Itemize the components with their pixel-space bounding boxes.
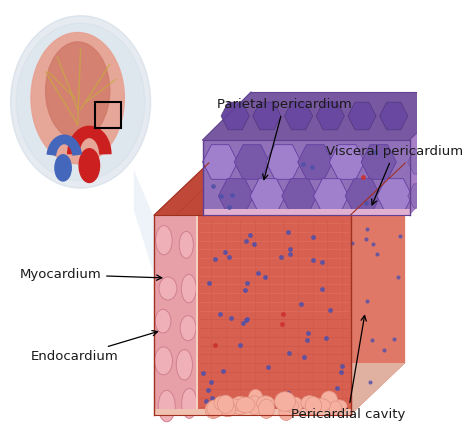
Ellipse shape [289, 397, 303, 413]
Ellipse shape [248, 389, 263, 408]
Ellipse shape [274, 392, 295, 411]
Ellipse shape [17, 23, 145, 181]
Ellipse shape [182, 274, 196, 303]
Ellipse shape [246, 396, 262, 415]
Polygon shape [198, 363, 405, 415]
Polygon shape [202, 140, 410, 215]
Ellipse shape [205, 401, 221, 419]
Ellipse shape [176, 350, 192, 380]
Ellipse shape [158, 390, 175, 422]
Ellipse shape [155, 309, 171, 333]
Ellipse shape [155, 347, 173, 375]
Ellipse shape [330, 400, 347, 412]
Ellipse shape [46, 42, 110, 140]
Bar [95, 102, 121, 128]
Polygon shape [202, 92, 458, 140]
Ellipse shape [283, 400, 299, 412]
Ellipse shape [179, 231, 193, 258]
Polygon shape [198, 215, 351, 415]
Ellipse shape [79, 149, 100, 183]
Text: Visceral pericardium: Visceral pericardium [326, 145, 463, 205]
Polygon shape [154, 409, 351, 415]
Polygon shape [202, 209, 410, 215]
Ellipse shape [218, 395, 234, 413]
Polygon shape [134, 170, 181, 360]
Ellipse shape [31, 32, 124, 164]
Text: Parietal pericardium: Parietal pericardium [217, 98, 351, 179]
Ellipse shape [55, 155, 71, 181]
Ellipse shape [155, 225, 172, 255]
Ellipse shape [320, 391, 337, 409]
Ellipse shape [10, 16, 151, 188]
Polygon shape [154, 163, 405, 215]
Ellipse shape [301, 396, 318, 410]
Ellipse shape [231, 396, 249, 415]
Text: Endocardium: Endocardium [31, 330, 158, 363]
Polygon shape [351, 163, 405, 415]
Ellipse shape [236, 397, 255, 413]
Polygon shape [154, 363, 405, 415]
Ellipse shape [180, 315, 196, 341]
Ellipse shape [222, 399, 243, 411]
Text: Myocardium: Myocardium [19, 268, 162, 281]
Ellipse shape [329, 401, 342, 416]
Ellipse shape [207, 400, 224, 417]
Ellipse shape [159, 277, 177, 300]
Ellipse shape [219, 401, 236, 417]
Ellipse shape [256, 396, 274, 411]
Ellipse shape [311, 399, 330, 412]
Polygon shape [410, 92, 458, 215]
Ellipse shape [279, 404, 293, 420]
Ellipse shape [258, 399, 274, 419]
Polygon shape [196, 215, 198, 415]
Text: Pericardial cavity: Pericardial cavity [291, 315, 405, 421]
Ellipse shape [182, 389, 197, 418]
Polygon shape [154, 215, 198, 415]
Ellipse shape [214, 396, 229, 410]
Ellipse shape [305, 397, 321, 415]
